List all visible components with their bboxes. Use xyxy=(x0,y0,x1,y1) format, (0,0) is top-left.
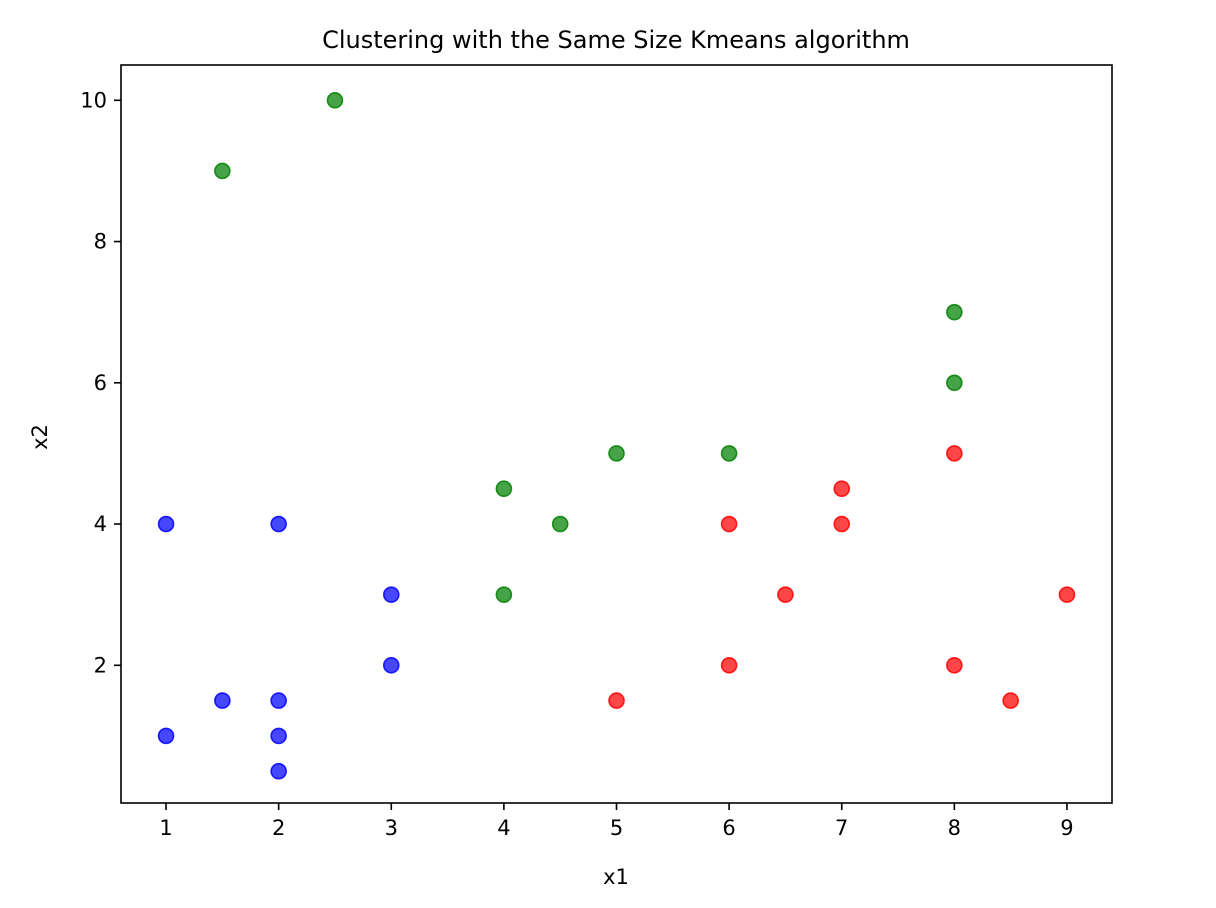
scatter-point xyxy=(946,445,963,462)
scatter-point xyxy=(326,92,344,109)
y-tick-label: 2 xyxy=(94,653,107,677)
y-tick-label: 6 xyxy=(94,371,107,395)
scatter-point xyxy=(946,656,963,674)
scatter-point xyxy=(495,586,513,603)
x-tick-label: 5 xyxy=(610,816,623,840)
scatter-point xyxy=(608,445,625,462)
x-tick-label: 8 xyxy=(948,816,961,840)
scatter-point xyxy=(720,515,738,533)
scatter-point xyxy=(833,515,851,533)
scatter-point xyxy=(382,656,400,674)
y-tick-label: 4 xyxy=(94,512,107,536)
y-axis-label: x2 xyxy=(28,424,52,450)
scatter-point xyxy=(270,727,287,745)
scatter-point xyxy=(720,656,738,674)
y-tick-label: 10 xyxy=(80,88,107,112)
scatter-point xyxy=(777,586,794,603)
scatter-point xyxy=(946,303,963,321)
scatter-point xyxy=(157,515,175,533)
scatter-point xyxy=(1058,586,1076,603)
scatter-point xyxy=(382,586,400,603)
y-axis: 2 4 6 8 10 xyxy=(80,88,121,677)
x-axis: 1 2 3 4 5 6 7 8 9 xyxy=(159,803,1074,840)
scatter-point xyxy=(214,692,231,709)
chart-title: Clustering with the Same Size Kmeans alg… xyxy=(322,26,910,54)
scatter-point xyxy=(270,692,287,709)
x-tick-label: 2 xyxy=(272,816,285,840)
y-tick-label: 8 xyxy=(94,230,107,254)
data-points xyxy=(157,92,1076,780)
scatter-point xyxy=(833,480,851,498)
x-tick-label: 6 xyxy=(722,816,735,840)
scatter-point xyxy=(270,515,287,533)
x-tick-label: 9 xyxy=(1060,816,1073,840)
x-tick-label: 7 xyxy=(835,816,848,840)
scatter-point xyxy=(495,480,513,498)
x-tick-label: 4 xyxy=(497,816,510,840)
scatter-point xyxy=(720,445,738,462)
x-tick-label: 3 xyxy=(385,816,398,840)
scatter-point xyxy=(270,762,287,780)
scatter-point xyxy=(1002,692,1019,709)
scatter-point xyxy=(608,692,625,709)
x-axis-label: x1 xyxy=(603,865,629,889)
x-tick-label: 1 xyxy=(159,816,172,840)
scatter-point xyxy=(946,374,963,392)
scatter-point xyxy=(157,727,175,745)
scatter-point xyxy=(551,515,569,533)
scatter-point xyxy=(214,162,231,180)
